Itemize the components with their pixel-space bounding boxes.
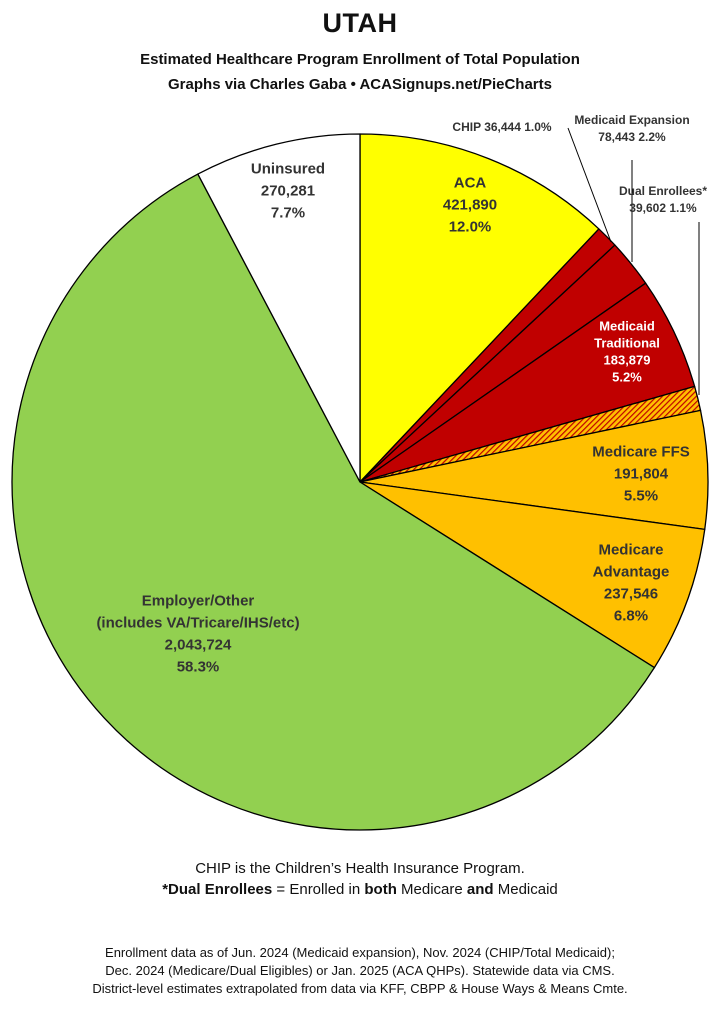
slice-label-employer-other: Employer/Other (includes VA/Tricare/IHS/e… bbox=[96, 592, 299, 675]
chip-footnote: CHIP is the Children’s Health Insurance … bbox=[195, 860, 525, 877]
footnote-text-c: Medicaid bbox=[493, 881, 558, 898]
source-note-line-2: Dec. 2024 (Medicare/Dual Eligibles) or J… bbox=[105, 963, 615, 978]
pie-slice-uninsured bbox=[197, 133, 361, 483]
pie-slice-aca bbox=[359, 133, 600, 483]
footnote-text-a: = Enrolled in bbox=[272, 881, 365, 898]
slice-label-dual-enrollees: Dual Enrollees* 39,602 1.1% bbox=[619, 184, 707, 215]
chart-subtitle: Estimated Healthcare Program Enrollment … bbox=[140, 51, 580, 68]
chart-credit: Graphs via Charles Gaba • ACASignups.net… bbox=[168, 76, 552, 93]
pie-slice-employer-other bbox=[11, 173, 656, 831]
pie-slice-medicare-advantage bbox=[359, 481, 706, 669]
chart-title: UTAH bbox=[322, 8, 398, 38]
source-note-line-3: District-level estimates extrapolated fr… bbox=[92, 981, 628, 996]
dual-enrollees-footnote: *Dual Enrollees = Enrolled in both Medic… bbox=[0, 881, 720, 898]
footnote-and: and bbox=[466, 881, 494, 898]
source-note-line-1: Enrollment data as of Jun. 2024 (Medicai… bbox=[105, 945, 615, 960]
leader-line-chip bbox=[567, 127, 612, 243]
slice-label-uninsured: Uninsured 270,281 7.7% bbox=[251, 160, 325, 221]
footnote-text-b: Medicare bbox=[396, 881, 467, 898]
slice-label-medicare-advantage: Medicare Advantage 237,546 6.8% bbox=[593, 541, 670, 624]
slice-label-medicare-ffs: Medicare FFS 191,804 5.5% bbox=[592, 443, 690, 504]
slice-label-medicaid-traditional: Medicaid Traditional 183,879 5.2% bbox=[594, 319, 660, 385]
footnote-both: both bbox=[364, 881, 397, 898]
slice-label-aca: ACA 421,890 12.0% bbox=[443, 174, 497, 235]
slice-label-medicaid-expansion: Medicaid Expansion 78,443 2.2% bbox=[574, 113, 689, 144]
dual-enrollees-term: *Dual Enrollees bbox=[162, 881, 273, 898]
slice-label-chip: CHIP 36,444 1.0% bbox=[452, 120, 552, 134]
